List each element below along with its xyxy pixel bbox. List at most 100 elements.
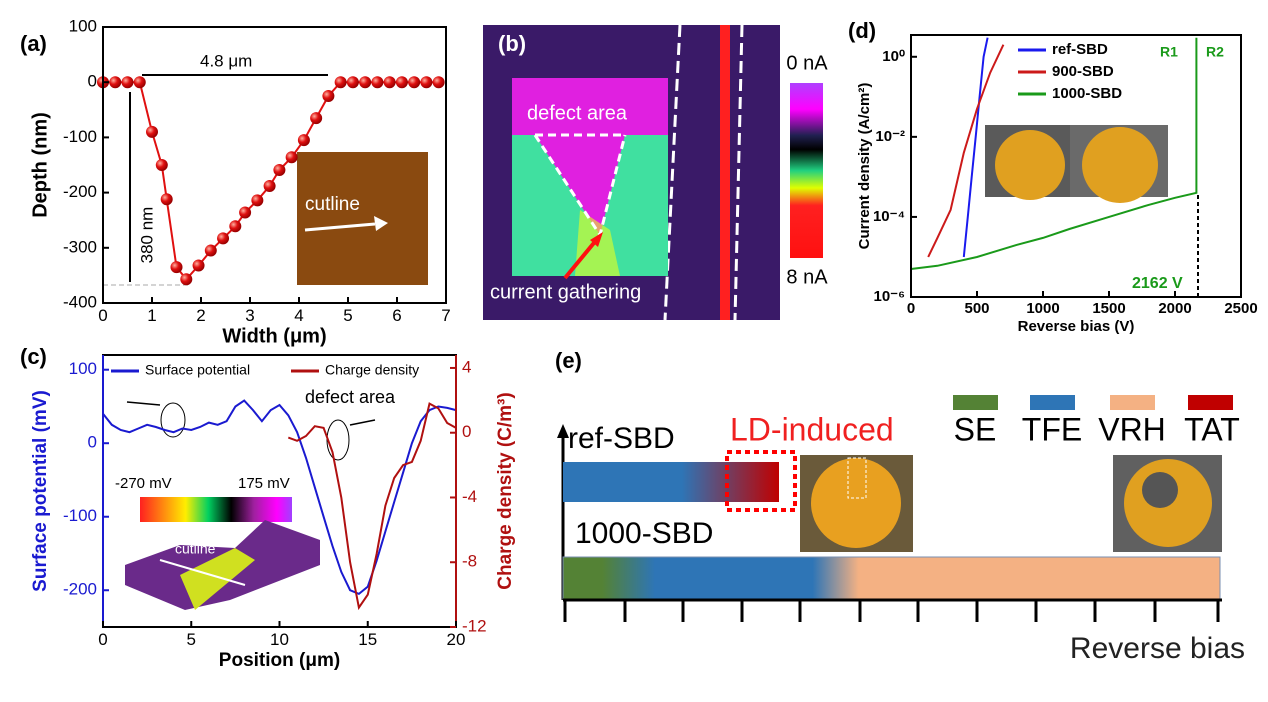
data-point (395, 76, 408, 89)
x-tick-label: 3 (245, 306, 254, 325)
data-point (155, 159, 168, 171)
y-tick-label: 0 (88, 433, 97, 452)
x-tick-label: 10 (270, 630, 289, 649)
data-point (334, 76, 347, 89)
x-tick-label: 0 (98, 306, 107, 325)
legend-swatch (1030, 395, 1075, 410)
ref-bar (563, 462, 779, 502)
x-tick-label: 2 (196, 306, 205, 325)
axis-ticks (563, 600, 1220, 622)
y-tick-label: 10⁻⁴ (873, 208, 905, 225)
colorbar (140, 497, 292, 522)
data-point (359, 76, 372, 89)
y2-tick-label: -8 (462, 552, 477, 571)
colorbar-label: 0 nA (786, 52, 828, 74)
annotation: R2 (1206, 44, 1224, 60)
y2-tick-label: -12 (462, 616, 487, 635)
plot-frame (910, 34, 1242, 298)
colorbar (790, 83, 823, 258)
series-line (287, 402, 457, 611)
data-point (229, 220, 242, 233)
data-point (146, 125, 158, 138)
series-line (102, 399, 457, 596)
x-tick-label: 1000 (1026, 300, 1059, 317)
dash-line (733, 24, 744, 321)
data-point (239, 206, 252, 219)
arrow-head (590, 232, 603, 247)
y-tick-label: -300 (63, 237, 97, 256)
legend-label: TAT (1184, 411, 1240, 447)
y-axis-label: Surface potential (mV) (30, 390, 51, 592)
legend-swatch (1188, 395, 1233, 410)
series-line (962, 37, 989, 258)
annotation: cutline (175, 541, 216, 557)
photo-disc (811, 458, 901, 548)
y-tick-label: -100 (63, 506, 97, 525)
legend-label: Surface potential (145, 362, 250, 378)
data-point (310, 112, 323, 125)
cutline-arrow (304, 222, 376, 232)
y-tick-label: 100 (69, 359, 97, 378)
legend-swatch (1110, 395, 1155, 410)
x-axis-label: Position (μm) (219, 650, 340, 671)
data-point (204, 244, 217, 257)
data-point (297, 134, 310, 147)
photo-disc (995, 130, 1065, 200)
data-point (420, 76, 433, 89)
hot-stripe (720, 25, 730, 320)
x-tick-label: 0 (907, 300, 915, 317)
callout: LD-induced (730, 411, 894, 447)
data-point (346, 76, 359, 89)
annotation: R1 (1160, 44, 1178, 60)
x-tick-label: 2500 (1224, 300, 1257, 317)
defect-wedge (535, 135, 625, 235)
annotation: 4.8 μm (200, 51, 252, 70)
legend-label: ref-SBD (1052, 41, 1108, 58)
annotation: cutline (305, 194, 360, 215)
y-tick-label: 0 (88, 72, 97, 91)
arrow-head (557, 424, 569, 438)
k-bar (562, 556, 1221, 600)
legend-label: VRH (1098, 411, 1166, 447)
plot-frame (102, 26, 447, 304)
data-point (383, 76, 396, 89)
legend-label: 1000-SBD (1052, 85, 1122, 102)
x-axis-label: Reverse bias (V) (1018, 318, 1135, 335)
photo-disc (1082, 127, 1158, 203)
panel-label: (d) (848, 18, 876, 43)
series-line (927, 44, 1005, 258)
dir-arrow (349, 419, 376, 426)
data-point (180, 273, 193, 286)
colorbar-label: 8 nA (786, 266, 828, 288)
data-point (170, 261, 183, 274)
y-tick-label: -100 (63, 127, 97, 146)
y-tick-label: 10⁻⁶ (873, 288, 905, 305)
data-point (408, 76, 421, 89)
data-point (160, 193, 173, 206)
y2-axis-label: Charge density (C/m³) (495, 392, 516, 589)
x-tick-label: 500 (964, 300, 989, 317)
row-label: ref-SBD (568, 422, 675, 455)
marker-ellipse (160, 402, 186, 438)
y2-tick-label: 0 (462, 422, 471, 441)
data-point (273, 163, 286, 176)
annotation: 2162 V (1132, 275, 1183, 292)
x-tick-label: 15 (358, 630, 377, 649)
legend-label: SE (954, 411, 997, 447)
y-axis-label: Depth (nm) (29, 112, 51, 218)
map-text: defect area (527, 102, 628, 124)
series-line (910, 37, 1198, 270)
x-tick-label: 2000 (1158, 300, 1191, 317)
data-point (109, 76, 122, 89)
x-axis-label: Width (μm) (222, 325, 326, 347)
data-point (121, 76, 134, 89)
legend-label: TFE (1022, 411, 1082, 447)
annotation: -270 mV (115, 475, 172, 492)
x-tick-label: 5 (187, 630, 196, 649)
data-point (432, 76, 445, 89)
y-tick-label: 100 (69, 16, 97, 35)
marker-ellipse (326, 419, 350, 461)
dir-arrow (126, 401, 161, 406)
